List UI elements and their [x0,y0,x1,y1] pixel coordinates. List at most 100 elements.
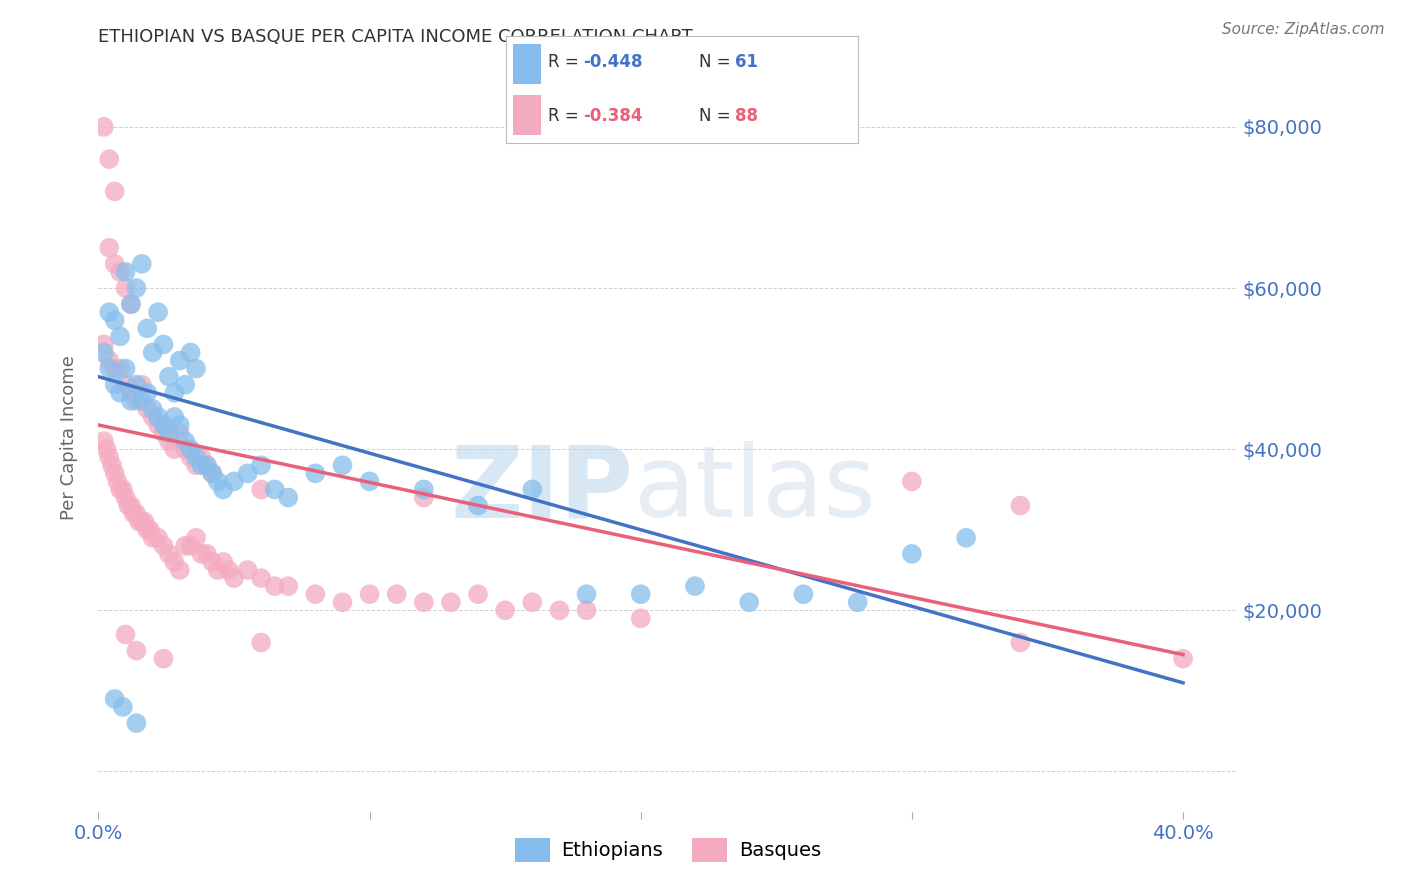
Point [125,716,148,731]
Point [440,595,463,609]
Point [142,401,165,416]
Point [236,563,259,577]
Point [359,587,381,601]
Text: 61: 61 [734,54,758,71]
Point [146,531,169,545]
Point [467,499,489,513]
Point [169,353,191,368]
Point [98,361,121,376]
Point [104,692,127,706]
Point [169,425,191,440]
Point [142,409,165,424]
Point [236,467,259,481]
Point [174,442,197,457]
Point [207,475,229,489]
Point [136,523,159,537]
Point [901,547,924,561]
Point [104,257,127,271]
Point [548,603,571,617]
Point [212,555,235,569]
Point [263,579,285,593]
Point [120,297,142,311]
Point [142,345,165,359]
Point [131,377,153,392]
Point [146,305,169,319]
Point [98,152,121,166]
Point [120,297,142,311]
Legend: Ethiopians, Basques: Ethiopians, Basques [508,830,828,870]
Point [174,434,197,449]
Point [250,483,273,497]
Text: ETHIOPIAN VS BASQUE PER CAPITA INCOME CORRELATION CHART: ETHIOPIAN VS BASQUE PER CAPITA INCOME CO… [98,28,693,45]
Point [114,627,136,641]
Point [683,579,706,593]
Point [250,458,273,473]
Point [128,515,150,529]
Point [184,361,207,376]
Point [190,450,212,465]
Point [250,635,273,649]
Point [163,409,186,424]
Point [467,587,489,601]
Point [169,417,191,432]
Point [522,483,544,497]
Point [125,507,148,521]
Point [180,539,202,553]
Point [114,265,136,279]
Point [108,329,131,343]
Point [146,417,169,432]
Point [412,483,434,497]
Point [738,595,761,609]
Point [152,417,174,432]
Point [108,265,131,279]
Point [304,467,326,481]
Point [152,539,174,553]
Point [125,281,148,295]
Point [385,587,408,601]
Point [98,353,121,368]
Point [630,611,652,625]
Point [184,450,207,465]
Point [277,579,299,593]
Point [114,377,136,392]
Point [412,595,434,609]
Point [107,475,129,489]
Text: Source: ZipAtlas.com: Source: ZipAtlas.com [1222,22,1385,37]
Point [522,595,544,609]
Point [136,321,159,335]
Point [152,337,174,351]
Point [184,458,207,473]
Point [104,313,127,327]
Point [332,458,354,473]
Point [108,361,131,376]
Point [201,467,224,481]
Point [201,555,224,569]
Point [195,547,218,561]
Point [792,587,814,601]
Point [494,603,516,617]
Point [157,425,180,440]
Point [359,475,381,489]
Point [263,483,285,497]
Point [120,385,142,400]
Y-axis label: Per Capita Income: Per Capita Income [59,355,77,519]
Point [93,345,115,359]
Bar [513,95,541,135]
Point [190,458,212,473]
Point [212,483,235,497]
Point [332,595,354,609]
Point [201,467,224,481]
Point [104,467,127,481]
Point [117,499,139,513]
Text: R =: R = [548,54,585,71]
Point [277,491,299,505]
Point [120,499,142,513]
Point [152,651,174,665]
Point [222,475,245,489]
Point [108,385,131,400]
Point [250,571,273,585]
Point [125,393,148,408]
Text: -0.384: -0.384 [583,107,643,125]
Point [93,120,115,134]
Point [1171,651,1194,665]
